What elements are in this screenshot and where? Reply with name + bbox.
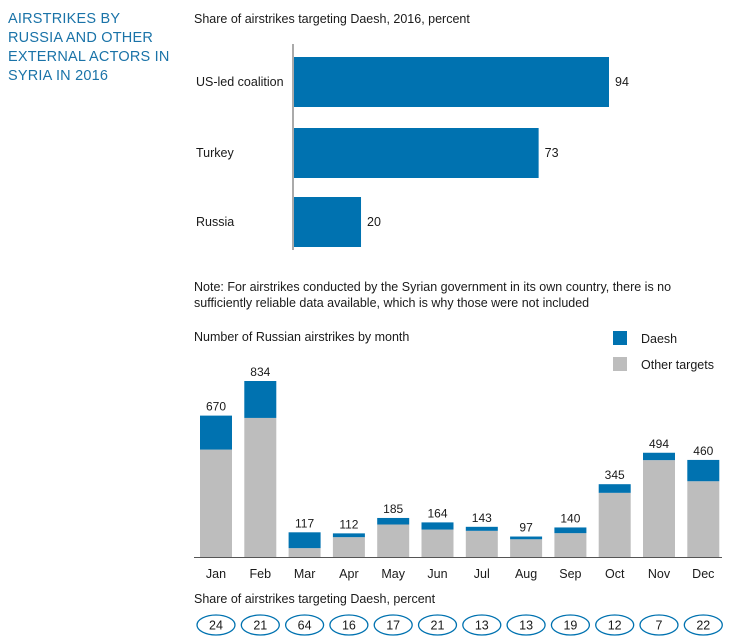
share-oval xyxy=(196,614,236,636)
bar-segment-daesh xyxy=(510,536,543,540)
share-value-label: 7 xyxy=(656,619,663,633)
hbar xyxy=(294,128,539,178)
bar-segment-other xyxy=(687,481,720,557)
bar-segment-daesh xyxy=(377,517,410,525)
share-oval xyxy=(417,614,458,636)
share-value-label: 21 xyxy=(431,619,445,633)
hbar-value-label: 94 xyxy=(615,75,629,89)
hbar xyxy=(294,197,362,247)
bar-total-label: 460 xyxy=(693,444,713,458)
month-tick-label: Jul xyxy=(474,567,490,581)
bar-segment-other xyxy=(200,449,232,557)
share-oval xyxy=(329,614,369,636)
bar-total-label: 112 xyxy=(339,517,358,531)
bar-total-label: 97 xyxy=(519,521,533,535)
month-tick-label: Dec xyxy=(692,567,714,581)
share-oval xyxy=(240,614,280,636)
share-oval xyxy=(373,614,413,636)
bar-segment-daesh xyxy=(598,484,631,493)
hbar xyxy=(294,57,609,107)
month-tick-label: Sep xyxy=(559,567,581,581)
share-oval xyxy=(595,614,635,636)
bar-total-label: 345 xyxy=(605,468,625,482)
bar-segment-daesh xyxy=(332,533,365,538)
bar-segment-other xyxy=(332,537,365,557)
share-value-label: 21 xyxy=(253,619,267,633)
bar-segment-other xyxy=(554,533,587,557)
monthly-chart-title: Number of Russian airstrikes by month xyxy=(194,330,410,344)
bar-segment-other xyxy=(377,524,410,557)
month-tick-label: Oct xyxy=(605,567,625,581)
bar-segment-daesh xyxy=(687,459,720,482)
hbar-value-label: 20 xyxy=(367,215,381,229)
share-oval xyxy=(550,614,591,636)
bar-chart-title: Share of airstrikes targeting Daesh, 201… xyxy=(194,12,470,26)
share-value-label: 19 xyxy=(563,619,577,633)
bar-total-label: 494 xyxy=(649,437,669,451)
bar-segment-other xyxy=(421,529,454,557)
share-value-label: 16 xyxy=(342,619,356,633)
month-tick-label: Jan xyxy=(206,567,226,581)
share-oval xyxy=(683,614,723,636)
bar-total-label: 143 xyxy=(472,511,492,525)
bar-segment-daesh xyxy=(643,452,675,461)
share-oval xyxy=(506,614,546,636)
month-tick-label: May xyxy=(381,567,405,581)
legend-swatch-other xyxy=(613,357,627,371)
share-value-label: 13 xyxy=(475,619,489,633)
bar-category-label: Russia xyxy=(196,215,234,229)
share-value-label: 13 xyxy=(519,619,533,633)
bar-category-label: Turkey xyxy=(196,146,234,160)
bar-total-label: 164 xyxy=(427,506,447,520)
legend-label-daesh: Daesh xyxy=(641,332,677,346)
bar-total-label: 185 xyxy=(383,502,403,516)
bar-segment-other xyxy=(598,492,631,557)
legend-label-other: Other targets xyxy=(641,358,714,372)
share-oval xyxy=(639,614,679,636)
bar-segment-other xyxy=(510,539,543,557)
share-row-title: Share of airstrikes targeting Daesh, per… xyxy=(194,592,436,606)
month-tick-label: Apr xyxy=(339,567,358,581)
bar-segment-daesh xyxy=(554,527,587,534)
month-tick-label: Nov xyxy=(648,567,671,581)
bar-total-label: 117 xyxy=(295,516,314,530)
month-tick-label: Jun xyxy=(427,567,447,581)
share-oval xyxy=(284,614,325,636)
bar-segment-other xyxy=(288,548,321,557)
bar-segment-other xyxy=(643,460,675,557)
share-value-label: 22 xyxy=(696,619,710,633)
share-value-label: 12 xyxy=(608,619,622,633)
bar-segment-daesh xyxy=(244,381,277,418)
legend-swatch-daesh xyxy=(613,331,627,345)
hbar-value-label: 73 xyxy=(545,146,559,160)
bar-segment-daesh xyxy=(465,526,498,531)
bar-segment-other xyxy=(244,417,277,557)
page-title: AIRSTRIKES BY RUSSIA AND OTHER EXTERNAL … xyxy=(8,11,170,84)
share-oval xyxy=(462,614,502,636)
share-value-label: 17 xyxy=(386,619,400,633)
month-tick-label: Aug xyxy=(515,567,537,581)
month-tick-label: Feb xyxy=(250,567,272,581)
share-value-label: 24 xyxy=(209,619,223,633)
bar-segment-other xyxy=(465,530,498,557)
month-tick-label: Mar xyxy=(294,567,316,581)
bar-segment-daesh xyxy=(200,415,232,450)
share-value-label: 64 xyxy=(298,619,312,633)
bar-total-label: 140 xyxy=(560,511,580,525)
bar-category-label: US-led coalition xyxy=(196,75,284,89)
bar-total-label: 834 xyxy=(250,365,270,379)
bar-total-label: 670 xyxy=(206,400,226,414)
bar-segment-daesh xyxy=(288,532,321,549)
bar-segment-daesh xyxy=(421,522,454,530)
data-note: Note: For airstrikes conducted by the Sy… xyxy=(194,280,672,310)
